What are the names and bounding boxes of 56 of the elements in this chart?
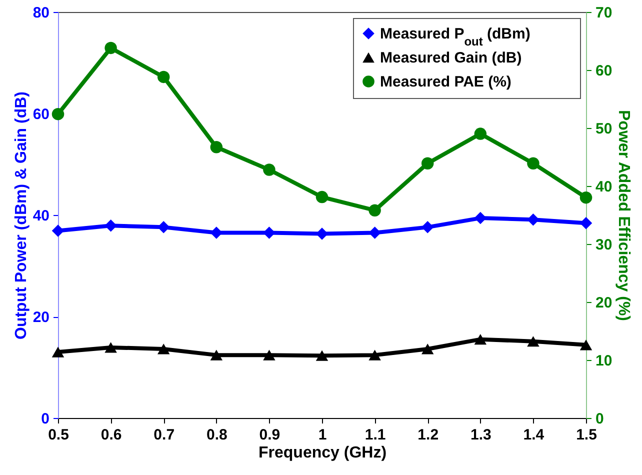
point bbox=[474, 128, 487, 140]
point bbox=[580, 191, 592, 204]
x-axis-title: Frequency (GHz) bbox=[258, 444, 387, 462]
point bbox=[210, 350, 223, 360]
y-tick-label: 20 bbox=[32, 309, 50, 326]
x-tick-label: 0.9 bbox=[259, 426, 280, 444]
y-tick-label: 60 bbox=[32, 106, 50, 123]
y-tick-label: 0 bbox=[41, 410, 50, 428]
point bbox=[421, 344, 434, 354]
point bbox=[421, 157, 434, 170]
x-tick-label: 1 bbox=[318, 426, 327, 444]
y-tick-label: 40 bbox=[32, 208, 50, 224]
x-tick-label: 1.5 bbox=[576, 426, 597, 444]
point bbox=[157, 344, 170, 354]
x-tick-label: 1.1 bbox=[364, 426, 386, 444]
point bbox=[421, 221, 434, 234]
y2-tick-label: 70 bbox=[596, 4, 612, 22]
point bbox=[52, 224, 64, 237]
point bbox=[527, 336, 540, 347]
point bbox=[316, 350, 328, 361]
point bbox=[157, 70, 170, 84]
y2-tick-label: 50 bbox=[596, 120, 612, 138]
y2-tick-label: 20 bbox=[596, 294, 612, 312]
y2-tick-label: 60 bbox=[596, 62, 612, 80]
x-tick-label: 0.5 bbox=[48, 426, 69, 444]
y-axis-title: Output Power (dBm) & Gain (dB) bbox=[12, 92, 30, 340]
point bbox=[210, 141, 223, 154]
y2-tick-label: 40 bbox=[596, 178, 612, 196]
point bbox=[368, 204, 381, 216]
y-tick-label: 80 bbox=[32, 4, 50, 22]
point bbox=[104, 220, 117, 232]
legend-label: Measured Gain (dB) bbox=[380, 50, 522, 66]
point bbox=[474, 334, 487, 345]
point bbox=[368, 350, 381, 360]
x-tick-label: 1.2 bbox=[418, 426, 439, 444]
x-tick-label: 1.4 bbox=[523, 426, 545, 444]
point bbox=[580, 216, 592, 230]
point bbox=[104, 342, 117, 353]
point bbox=[52, 108, 64, 120]
point bbox=[580, 340, 592, 350]
point bbox=[263, 350, 276, 360]
point bbox=[52, 346, 64, 358]
point bbox=[316, 190, 328, 204]
x-tick-label: 1.3 bbox=[470, 426, 492, 444]
point bbox=[104, 42, 117, 54]
x-tick-label: 0.8 bbox=[206, 426, 228, 444]
legend-label: Measured P$_{out}$ (dBm) bbox=[380, 26, 530, 48]
point bbox=[527, 157, 540, 170]
y2-axis-title: Power Added Efficiency (%) bbox=[615, 110, 632, 321]
y2-tick-label: 30 bbox=[596, 236, 612, 254]
y2-tick-label: 0 bbox=[596, 410, 604, 428]
x-tick-label: 0.6 bbox=[100, 426, 122, 444]
x-tick-label: 0.7 bbox=[154, 426, 175, 444]
legend-label: Measured PAE (%) bbox=[380, 74, 512, 90]
point bbox=[263, 164, 276, 176]
y2-tick-label: 10 bbox=[596, 352, 612, 370]
